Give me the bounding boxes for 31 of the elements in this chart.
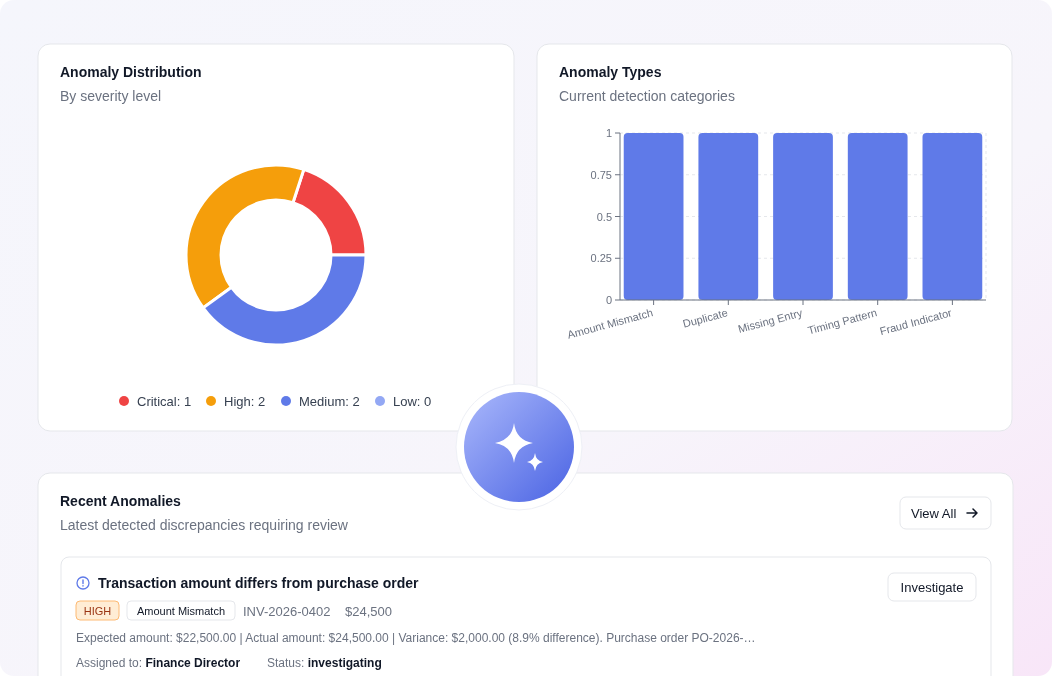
x-tick-label: Missing Entry	[736, 306, 804, 336]
legend-label: High: 2	[224, 394, 266, 409]
text: View All	[911, 506, 957, 521]
y-tick-label: 1	[605, 127, 612, 139]
text: Transaction amount differs from purchase order	[98, 575, 420, 591]
legend-label: Low: 0	[393, 394, 432, 409]
text: $24,500	[345, 604, 392, 619]
text: INV-2026-0402	[243, 604, 331, 619]
text: Finance Director	[145, 656, 241, 670]
text: Assigned to:	[76, 656, 143, 670]
y-tick-label: 0.5	[596, 210, 612, 223]
text: Amount Mismatch	[136, 605, 226, 617]
text: Recent Anomalies	[60, 493, 182, 509]
legend-label: Medium: 2	[299, 394, 360, 409]
text: investigating	[307, 656, 382, 670]
chart-subtitle: Current detection categories	[559, 88, 735, 104]
text: HIGH	[83, 605, 112, 617]
text: Investigate	[900, 580, 964, 595]
y-tick-label: 0.25	[590, 252, 612, 265]
x-tick-label: Fraud Indicator	[878, 306, 954, 338]
chart-subtitle: By severity level	[60, 88, 162, 104]
y-tick-label: 0	[605, 294, 612, 306]
legend-label: Critical: 1	[137, 394, 192, 409]
text: Status:	[267, 656, 305, 670]
text: Expected amount: $22,500.00 | Actual amount: $24,500.00 | Variance: $2,000.00 (8.9% difference). Purchase order PO-2026-…	[76, 631, 756, 645]
x-tick-label: Timing Pattern	[806, 306, 879, 337]
chart-title: Anomaly Distribution	[60, 64, 202, 80]
text: Latest detected discrepancies requiring review	[60, 517, 349, 533]
chart-title: Anomaly Types	[559, 64, 662, 80]
x-tick-label: Duplicate	[681, 306, 729, 330]
y-tick-label: 0.75	[590, 168, 612, 181]
